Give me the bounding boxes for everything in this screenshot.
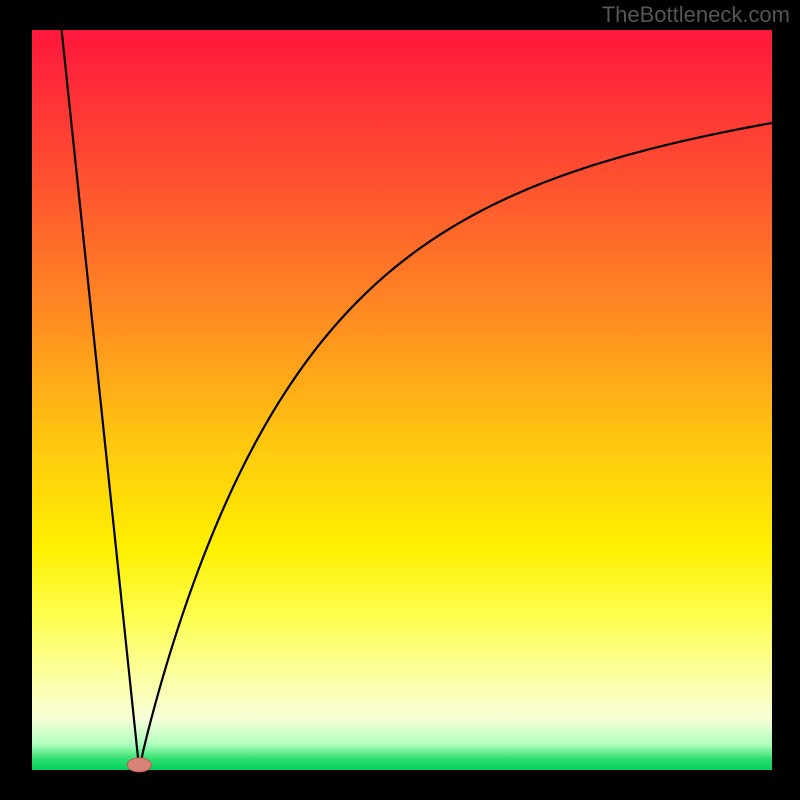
- minimum-marker: [127, 758, 151, 772]
- bottleneck-chart: TheBottleneck.com: [0, 0, 800, 800]
- chart-svg: [0, 0, 800, 800]
- plot-area: [32, 30, 772, 770]
